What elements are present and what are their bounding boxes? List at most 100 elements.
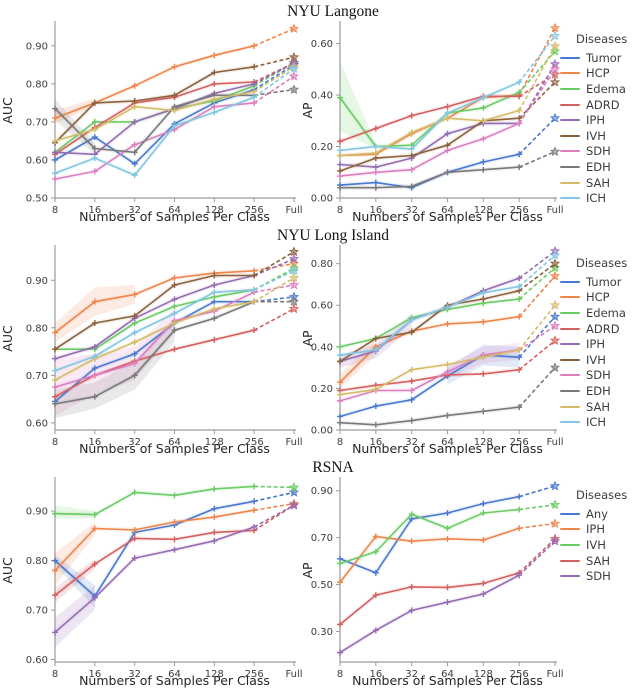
charts-row-nyu-long-island: 0.60 0.70 0.80 0.90 8 16 32 64 128 256 Full Numbers… (0, 244, 640, 456)
svg-text:256: 256 (510, 205, 529, 216)
svg-text:64: 64 (441, 669, 454, 680)
legend-label: SDH (586, 569, 611, 584)
legend-line-swatch (560, 280, 580, 283)
svg-text:0.90: 0.90 (26, 507, 48, 518)
svg-text:32: 32 (128, 205, 141, 216)
section-title-nyu-langone: NYU Langone (287, 3, 379, 20)
legend-items: Tumor HCP Edema ADRD IPH IVH SDH EDH SAH ICH (560, 50, 640, 206)
legend-label: SAH (586, 553, 611, 568)
svg-text:256: 256 (245, 669, 264, 680)
auc-chart-nyu-langone: 0.50 0.60 0.70 0.80 0.90 8 16 32 64 128 256 Full Num… (0, 21, 303, 224)
legend-label: ADRD (586, 321, 620, 336)
svg-text:16: 16 (369, 437, 382, 448)
svg-text:0.00: 0.00 (311, 426, 333, 437)
svg-text:Numbers of Samples Per Class: Numbers of Samples Per Class (79, 209, 270, 224)
svg-text:Full: Full (546, 437, 563, 448)
section-title-rsna: RSNA (312, 459, 354, 476)
svg-text:0.90: 0.90 (26, 41, 48, 52)
svg-text:0.80: 0.80 (26, 556, 48, 567)
legend-item: EDH (560, 159, 640, 175)
legend-item: SDH (560, 568, 640, 584)
svg-text:64: 64 (168, 437, 181, 448)
legend-item: ICH (560, 414, 640, 430)
legend-line-swatch (560, 296, 580, 299)
legend-label: EDH (586, 159, 611, 174)
svg-text:0.20: 0.20 (311, 142, 333, 153)
svg-text:Numbers of Samples Per Class: Numbers of Samples Per Class (79, 673, 270, 688)
legend-label: SAH (586, 175, 611, 190)
svg-text:Numbers of Samples Per Class: Numbers of Samples Per Class (352, 209, 543, 224)
legend-label: SDH (586, 144, 611, 159)
svg-text:0.60: 0.60 (26, 155, 48, 166)
legend-line-swatch (560, 528, 580, 531)
legend-line-swatch (560, 311, 580, 314)
svg-text:Full: Full (546, 205, 563, 216)
legend-line-swatch (560, 512, 580, 515)
svg-text:256: 256 (245, 205, 264, 216)
legend-item: EDH (560, 383, 640, 399)
legend-line-swatch (560, 150, 580, 153)
legend-label: IPH (586, 113, 605, 128)
svg-text:256: 256 (510, 669, 529, 680)
legend-item: IPH (560, 336, 640, 352)
legend-line-swatch (560, 327, 580, 330)
legend-line-swatch (560, 87, 580, 90)
svg-text:0.70: 0.70 (311, 533, 333, 544)
legend-items: Any IPH IVH SAH SDH (560, 506, 640, 584)
legend-line-swatch (560, 197, 580, 200)
svg-text:0.70: 0.70 (26, 117, 48, 128)
legend-line-swatch (560, 119, 580, 122)
svg-text:0.60: 0.60 (311, 39, 333, 50)
legend-item: SAH (560, 175, 640, 191)
auc-chart-nyu-long-island: 0.60 0.70 0.80 0.90 8 16 32 64 128 256 Full Numbers… (0, 245, 303, 456)
ap-chart-nyu-langone: 0.00 0.20 0.40 0.60 8 16 32 64 128 256 FullNumbers… (300, 21, 564, 224)
section-nyu-long-island: NYU Long Island 0.60 0.70 0.80 0.90 8 16 32 64 1… (0, 224, 640, 456)
legend-item: ICH (560, 190, 640, 206)
legend-item: IPH (560, 522, 640, 538)
legend-item: Any (560, 506, 640, 522)
legend-line-swatch (560, 103, 580, 106)
legend-title: Diseases (576, 32, 628, 46)
legend-line-swatch (560, 343, 580, 346)
legend-line-swatch (560, 405, 580, 408)
svg-text:0.00: 0.00 (311, 194, 333, 205)
legend-label: ADRD (586, 97, 620, 112)
legend-line-swatch (560, 358, 580, 361)
svg-text:16: 16 (88, 669, 101, 680)
svg-text:16: 16 (369, 205, 382, 216)
legend-item: ADRD (560, 321, 640, 337)
svg-text:AUC: AUC (0, 97, 15, 124)
legend-line-swatch (560, 72, 580, 75)
legend-line-swatch (560, 421, 580, 424)
svg-text:8: 8 (337, 669, 343, 680)
svg-text:16: 16 (369, 669, 382, 680)
legend-label: IPH (586, 522, 605, 537)
svg-text:0.90: 0.90 (311, 486, 333, 497)
legend-diseases-nyu-long-island: Diseases Tumor HCP Edema ADRD IPH IVH SDH EDH SA… (560, 244, 640, 430)
legend-item: Edema (560, 81, 640, 97)
svg-text:Full: Full (285, 669, 302, 680)
svg-text:0.80: 0.80 (26, 79, 48, 90)
svg-text:128: 128 (474, 205, 493, 216)
section-nyu-langone: NYU Langone 0.50 0.60 0.70 0.80 0.90 8 16 32 64 1… (0, 0, 640, 224)
svg-text:Numbers of Samples Per Class: Numbers of Samples Per Class (352, 673, 543, 688)
svg-text:Numbers of Samples Per Class: Numbers of Samples Per Class (352, 441, 543, 456)
charts-row-rsna: 0.60 0.70 0.80 0.90 8 16 32 64 128 256 Full Numbers… (0, 476, 640, 688)
svg-text:64: 64 (441, 437, 454, 448)
legend-title: Diseases (576, 256, 628, 270)
legend-item: SDH (560, 368, 640, 384)
legend-line-swatch (560, 165, 580, 168)
legend-line-swatch (560, 134, 580, 137)
legend-line-swatch (560, 181, 580, 184)
svg-text:AUC: AUC (0, 557, 15, 584)
legend-label: IVH (586, 537, 606, 552)
legend-item: Tumor (560, 50, 640, 66)
svg-text:0.30: 0.30 (311, 627, 333, 638)
svg-text:0.50: 0.50 (311, 580, 333, 591)
legend-line-swatch (560, 56, 580, 59)
svg-text:0.60: 0.60 (26, 418, 48, 429)
svg-text:0.60: 0.60 (311, 301, 333, 312)
svg-text:64: 64 (441, 205, 454, 216)
svg-text:0.70: 0.70 (26, 371, 48, 382)
